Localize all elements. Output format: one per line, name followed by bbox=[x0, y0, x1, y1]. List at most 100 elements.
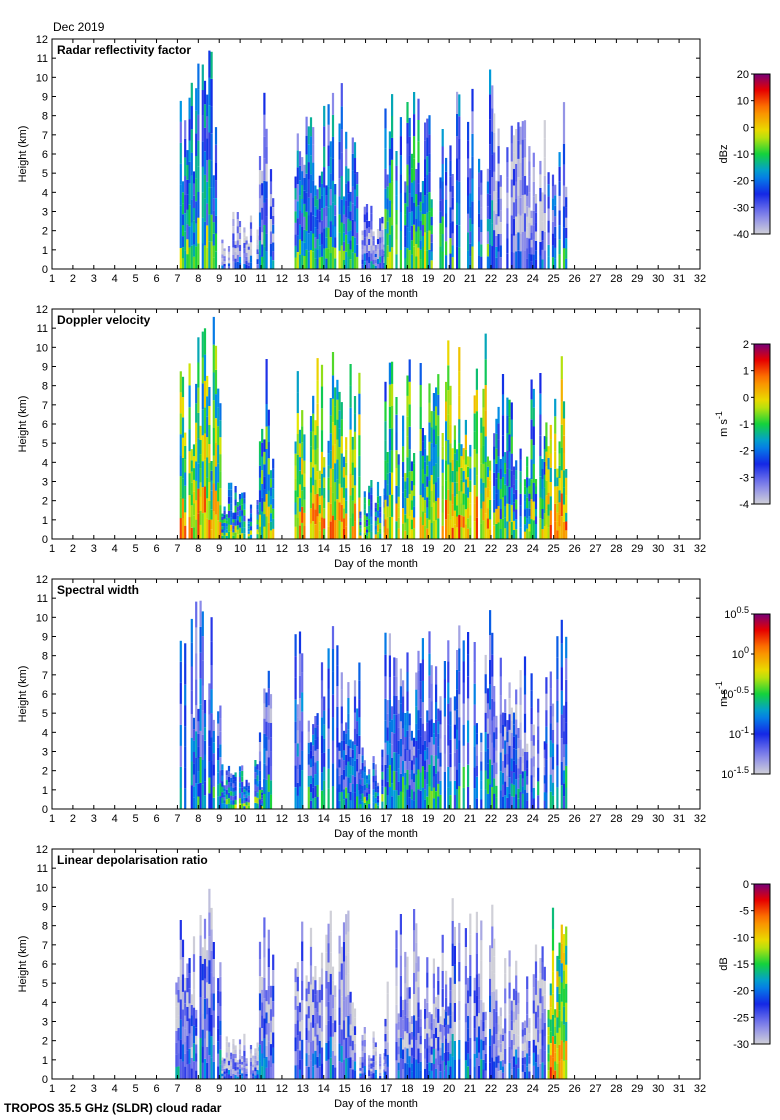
echo-column bbox=[230, 517, 233, 525]
echo-column bbox=[353, 680, 357, 697]
echo-column bbox=[558, 254, 561, 269]
echo-column bbox=[562, 164, 566, 186]
echo-column bbox=[353, 189, 357, 206]
echo-column bbox=[510, 745, 513, 759]
echo-column bbox=[249, 1057, 253, 1062]
echo-column bbox=[338, 214, 341, 233]
echo-column bbox=[399, 117, 402, 137]
echo-column bbox=[374, 1046, 377, 1052]
echo-column bbox=[528, 493, 531, 502]
echo-column bbox=[349, 495, 352, 518]
echo-column bbox=[201, 980, 204, 997]
echo-column bbox=[214, 442, 218, 467]
echo-column bbox=[190, 482, 193, 494]
echo-column bbox=[467, 177, 470, 196]
echo-column bbox=[519, 516, 522, 528]
echo-column bbox=[410, 197, 413, 212]
echo-column bbox=[517, 250, 520, 269]
echo-column bbox=[439, 234, 442, 247]
echo-column bbox=[206, 160, 209, 182]
echo-column bbox=[208, 888, 211, 913]
echo-column bbox=[539, 215, 542, 229]
echo-column bbox=[558, 239, 561, 255]
echo-column bbox=[551, 245, 555, 258]
echo-column bbox=[441, 525, 444, 539]
echo-column bbox=[501, 748, 505, 761]
echo-column bbox=[349, 1068, 352, 1079]
echo-column bbox=[437, 758, 440, 772]
echo-column bbox=[234, 505, 237, 513]
echo-column bbox=[261, 1040, 264, 1054]
echo-column bbox=[381, 757, 384, 765]
echo-column bbox=[406, 457, 409, 478]
echo-column bbox=[307, 786, 310, 798]
echo-column bbox=[473, 1015, 476, 1029]
echo-column bbox=[258, 732, 262, 742]
echo-column bbox=[449, 481, 452, 501]
echo-column bbox=[445, 997, 448, 1012]
echo-column bbox=[415, 231, 418, 244]
echo-column bbox=[179, 392, 182, 414]
echo-column bbox=[451, 493, 454, 505]
echo-column bbox=[312, 734, 315, 746]
echo-column bbox=[486, 487, 489, 498]
echo-column bbox=[395, 254, 398, 269]
echo-column bbox=[351, 741, 354, 750]
echo-column bbox=[309, 1022, 313, 1042]
echo-column bbox=[428, 461, 431, 481]
echo-column bbox=[272, 1016, 275, 1033]
echo-column bbox=[469, 180, 472, 194]
echo-column bbox=[388, 743, 391, 766]
echo-column bbox=[261, 183, 264, 196]
echo-column bbox=[184, 194, 187, 214]
echo-column bbox=[430, 737, 433, 756]
echo-column bbox=[267, 522, 270, 539]
echo-column bbox=[515, 199, 518, 217]
echo-column bbox=[254, 760, 257, 767]
echo-column bbox=[294, 634, 297, 656]
echo-column bbox=[301, 1059, 304, 1079]
echo-column bbox=[338, 989, 341, 1008]
echo-column bbox=[451, 482, 454, 494]
echo-column bbox=[562, 705, 566, 719]
echo-column bbox=[232, 787, 235, 792]
echo-column bbox=[345, 1058, 348, 1079]
echo-column bbox=[374, 511, 377, 517]
echo-column bbox=[384, 128, 387, 149]
echo-column bbox=[359, 1065, 362, 1068]
echo-column bbox=[449, 739, 452, 754]
echo-column bbox=[232, 1039, 235, 1044]
echo-column bbox=[497, 233, 500, 252]
echo-column bbox=[327, 440, 330, 454]
echo-column bbox=[543, 526, 546, 539]
echo-column bbox=[426, 250, 429, 269]
echo-column bbox=[181, 1009, 185, 1027]
echo-column bbox=[510, 1049, 513, 1060]
echo-column bbox=[365, 775, 369, 780]
echo-column bbox=[356, 758, 359, 772]
echo-column bbox=[256, 529, 259, 535]
y-tick-label: 1 bbox=[42, 785, 48, 797]
echo-column bbox=[201, 784, 204, 809]
echo-column bbox=[517, 768, 520, 779]
echo-column bbox=[301, 522, 304, 539]
echo-column bbox=[203, 407, 207, 434]
y-tick-label: 11 bbox=[37, 53, 48, 65]
echo-column bbox=[197, 708, 200, 722]
echo-column bbox=[441, 433, 444, 447]
echo-column bbox=[223, 526, 226, 531]
echo-column bbox=[495, 493, 498, 509]
echo-column bbox=[363, 497, 366, 504]
echo-column bbox=[419, 451, 422, 473]
echo-column bbox=[506, 797, 509, 809]
echo-column bbox=[210, 617, 213, 642]
echo-column bbox=[245, 1076, 248, 1079]
echo-column bbox=[181, 1061, 185, 1079]
echo-column bbox=[480, 508, 483, 524]
echo-column bbox=[469, 913, 472, 935]
echo-column bbox=[515, 960, 518, 976]
echo-column bbox=[318, 245, 321, 258]
echo-column bbox=[386, 981, 389, 994]
echo-column bbox=[475, 995, 478, 1017]
echo-column bbox=[353, 1043, 357, 1053]
